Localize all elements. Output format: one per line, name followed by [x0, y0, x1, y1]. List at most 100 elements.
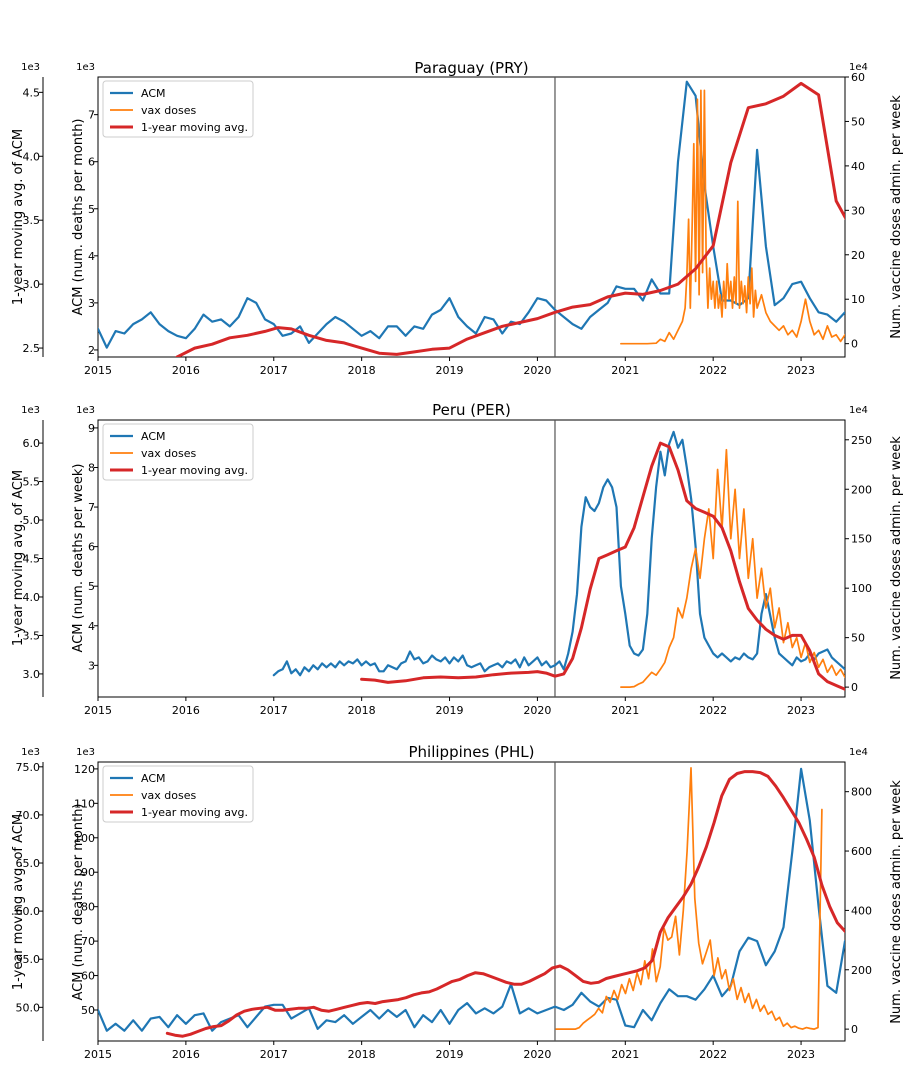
inner-axis-label: ACM (num. deaths per week): [71, 464, 86, 653]
right-axis-label: Num. vaccine doses admin. per week: [889, 95, 904, 339]
chart-title: Philippines (PHL): [409, 743, 535, 761]
x-tick-label: 2020: [523, 364, 551, 377]
series-line-1-year-moving-avg-: [165, 770, 845, 1038]
inner-axis-multiplier: 1e3: [76, 405, 95, 416]
outer-tick-label: 2.5: [23, 342, 41, 355]
inner-tick-label: 9: [88, 422, 95, 435]
right-tick-label: 600: [851, 845, 872, 858]
right-tick-label: 30: [851, 204, 865, 217]
legend-label: 1-year moving avg.: [141, 806, 248, 819]
series-line-vax-doses: [620, 89, 845, 345]
series-line-vax-doses: [620, 448, 845, 688]
series-line-1-year-moving-avg-: [360, 441, 845, 691]
legend-label: ACM: [141, 772, 166, 785]
right-tick-label: 400: [851, 904, 872, 917]
inner-axis-label: ACM (num. deaths per month): [71, 803, 86, 1000]
x-tick-label: 2023: [787, 1048, 815, 1061]
inner-tick-label: 80: [81, 901, 95, 914]
x-tick-label: 2018: [348, 364, 376, 377]
x-tick-label: 2019: [436, 364, 464, 377]
x-tick-label: 2020: [523, 704, 551, 717]
series-line-1-year-moving-avg-: [175, 81, 845, 357]
x-tick-label: 2016: [172, 364, 200, 377]
x-tick-label: 2021: [611, 704, 639, 717]
outer-tick-label: 4.5: [23, 86, 41, 99]
x-tick-label: 2016: [172, 704, 200, 717]
x-tick-label: 2019: [436, 704, 464, 717]
inner-tick-label: 50: [81, 1004, 95, 1017]
chart-panel-3: Philippines (PHL) 50.0 55.0 60.0 65.0 70.0 75.…: [11, 743, 904, 1061]
right-tick-label: 20: [851, 249, 865, 262]
inner-tick-label: 5: [88, 203, 95, 216]
x-tick-label: 2022: [699, 1048, 727, 1061]
legend-label: vax doses: [141, 104, 196, 117]
inner-axis-multiplier: 1e3: [76, 747, 95, 758]
outer-tick-label: 70.0: [16, 809, 41, 822]
outer-axis-label: 1-year moving avg. of ACM: [11, 470, 26, 646]
x-tick-label: 2015: [84, 364, 112, 377]
plot-frame: [97, 419, 846, 698]
outer-tick-label: 55.0: [16, 953, 41, 966]
legend-label: 1-year moving avg.: [141, 121, 248, 134]
inner-tick-label: 100: [74, 832, 95, 845]
inner-axis-label: ACM (num. deaths per month): [71, 118, 86, 315]
legend-label: 1-year moving avg.: [141, 464, 248, 477]
outer-tick-label: 3.0: [23, 278, 41, 291]
plot-area: [98, 767, 845, 1038]
right-axis-multiplier: 1e4: [849, 747, 868, 758]
inner-tick-label: 5: [88, 580, 95, 593]
x-tick-label: 2021: [611, 1048, 639, 1061]
inner-tick-label: 4: [88, 250, 95, 263]
plot-frame: [97, 761, 846, 1042]
inner-tick-label: 4: [88, 620, 95, 633]
plot-area: [98, 80, 845, 357]
right-tick-label: 200: [851, 483, 872, 496]
legend-label: vax doses: [141, 447, 196, 460]
plot-area: [272, 430, 845, 691]
right-tick-label: 100: [851, 582, 872, 595]
x-tick-label: 2020: [523, 1048, 551, 1061]
right-tick-label: 200: [851, 964, 872, 977]
right-tick-label: 150: [851, 533, 872, 546]
outer-tick-label: 75.0: [16, 761, 41, 774]
inner-tick-label: 120: [74, 763, 95, 776]
outer-tick-label: 65.0: [16, 857, 41, 870]
right-axis-label: Num. vaccine doses admin. per week: [889, 780, 904, 1024]
inner-tick-label: 70: [81, 935, 95, 948]
right-tick-label: 0: [851, 681, 858, 694]
x-tick-label: 2022: [699, 704, 727, 717]
right-tick-label: 0: [851, 338, 858, 351]
inner-tick-label: 110: [74, 797, 95, 810]
chart-panel-2: Peru (PER) 3.0 3.5 4.0 4.5 5.0 5.5 6.0 1e3 1-year…: [11, 401, 904, 717]
chart-title: Paraguay (PRY): [414, 59, 528, 77]
right-tick-label: 40: [851, 160, 865, 173]
chart-title: Peru (PER): [432, 401, 511, 419]
right-tick-label: 60: [851, 71, 865, 84]
inner-tick-label: 3: [88, 297, 95, 310]
inner-tick-label: 7: [88, 109, 95, 122]
right-axis-multiplier: 1e4: [849, 62, 868, 73]
outer-tick-label: 5.5: [23, 476, 41, 489]
legend-box: [102, 80, 254, 138]
x-tick-label: 2015: [84, 704, 112, 717]
x-tick-label: 2021: [611, 364, 639, 377]
inner-tick-label: 6: [88, 541, 95, 554]
right-tick-label: 50: [851, 632, 865, 645]
outer-tick-label: 3.5: [23, 629, 41, 642]
outer-tick-label: 50.0: [16, 1001, 41, 1014]
outer-tick-label: 4.0: [23, 150, 41, 163]
outer-tick-label: 3.0: [23, 668, 41, 681]
outer-axis-label: 1-year moving avg. of ACM: [11, 129, 26, 305]
right-tick-label: 10: [851, 293, 865, 306]
legend-box: [102, 765, 254, 823]
inner-tick-label: 6: [88, 156, 95, 169]
outer-axis-label: 1-year moving avg. of ACM: [11, 814, 26, 990]
inner-axis-multiplier: 1e3: [76, 62, 95, 73]
outer-axis-multiplier: 1e3: [21, 62, 40, 73]
outer-axis-multiplier: 1e3: [21, 747, 40, 758]
x-tick-label: 2019: [436, 1048, 464, 1061]
chart-panel-1: Paraguay (PRY) 2.5 3.0 3.5 4.0 4.5 1e3 1-year m…: [11, 59, 904, 377]
x-tick-label: 2018: [348, 1048, 376, 1061]
x-tick-label: 2015: [84, 1048, 112, 1061]
x-tick-label: 2023: [787, 364, 815, 377]
